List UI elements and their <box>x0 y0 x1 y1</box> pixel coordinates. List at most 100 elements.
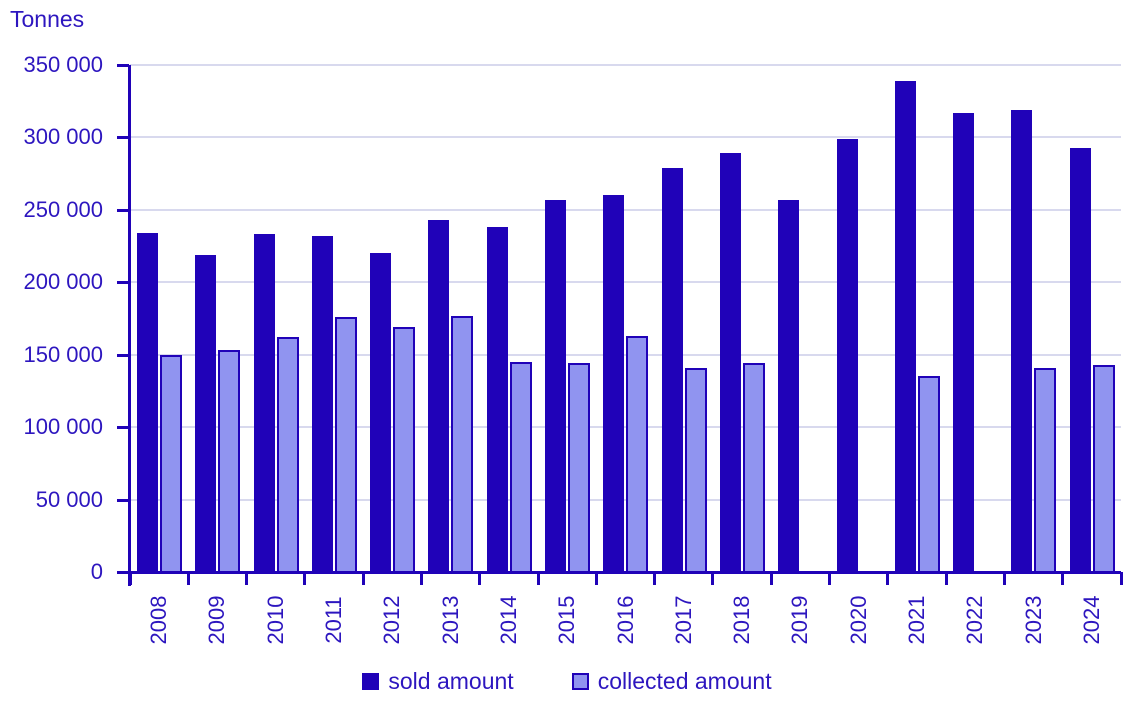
x-tick-label: 2011 <box>321 596 347 644</box>
x-axis-tick <box>128 572 132 585</box>
x-tick-label: 2017 <box>670 595 696 645</box>
legend: sold amount collected amount <box>0 668 1134 695</box>
gridline <box>130 64 1121 66</box>
collected-bar <box>334 317 357 572</box>
collected-bar <box>742 363 765 572</box>
y-axis-tick <box>117 353 129 357</box>
chart-title: Tonnes <box>10 6 85 32</box>
sold-bar <box>486 227 508 572</box>
x-tick-label: 2022 <box>962 595 988 645</box>
sold-bar <box>545 199 567 572</box>
legend-sold-label: sold amount <box>388 668 514 694</box>
x-axis-tick <box>536 572 540 585</box>
x-axis-tick <box>594 572 598 585</box>
x-tick-label: 2019 <box>787 595 813 645</box>
x-axis-tick <box>711 572 715 585</box>
collected-bar <box>684 367 707 572</box>
legend-collected-swatch <box>571 673 589 690</box>
sold-bar <box>719 153 741 572</box>
collected-bar <box>568 363 591 572</box>
y-axis-tick <box>117 64 129 67</box>
collected-bar <box>276 337 299 572</box>
y-axis-tick <box>117 498 129 502</box>
legend-sold-swatch <box>362 673 380 690</box>
sold-bar <box>778 199 800 572</box>
collected-bar <box>451 315 474 572</box>
x-axis-tick <box>361 572 365 585</box>
y-tick-label: 250 000 <box>23 196 103 222</box>
sold-bar <box>253 234 275 572</box>
x-axis-tick <box>478 572 482 585</box>
legend-collected-label: collected amount <box>597 668 772 694</box>
collected-bar <box>1034 367 1057 572</box>
sold-bar <box>894 80 916 572</box>
x-axis <box>127 571 1121 574</box>
sold-bar <box>661 167 683 572</box>
collected-bar <box>509 361 532 572</box>
gridline <box>130 136 1121 139</box>
x-tick-label: 2009 <box>204 595 230 645</box>
x-axis-tick <box>1002 572 1006 585</box>
x-tick-label: 2008 <box>146 595 172 645</box>
x-tick-label: 2021 <box>903 595 929 645</box>
x-axis-tick <box>245 572 249 585</box>
gridline <box>130 353 1121 356</box>
sold-bar <box>1011 109 1033 572</box>
x-tick-label: 2015 <box>554 595 580 645</box>
sold-bar <box>1069 147 1091 572</box>
y-axis-tick <box>117 571 129 574</box>
x-axis-tick <box>1061 572 1065 585</box>
x-tick-label: 2016 <box>612 595 638 645</box>
x-axis-tick <box>769 572 773 585</box>
y-axis-tick <box>117 208 129 212</box>
x-tick-label: 2012 <box>379 595 405 645</box>
sold-bar <box>195 254 217 572</box>
y-tick-label: 0 <box>90 559 103 584</box>
gridline <box>130 426 1121 429</box>
x-axis-tick <box>828 572 832 585</box>
sold-bar <box>370 253 392 572</box>
sold-bar <box>953 112 975 572</box>
x-tick-label: 2023 <box>1020 595 1046 645</box>
collected-bar <box>626 335 649 572</box>
legend-item-sold: sold amount <box>362 668 514 695</box>
y-tick-label: 300 000 <box>23 124 103 150</box>
sold-bar <box>836 138 858 572</box>
gridline <box>130 498 1121 501</box>
collected-bar <box>917 376 940 572</box>
x-axis-tick <box>886 572 890 585</box>
x-tick-label: 2010 <box>262 595 288 645</box>
x-axis-tick <box>944 572 948 585</box>
x-tick-label: 2014 <box>495 595 521 645</box>
x-axis-tick <box>186 572 190 585</box>
y-tick-label: 100 000 <box>23 414 103 440</box>
sold-bar <box>137 233 158 572</box>
y-axis <box>128 65 131 586</box>
gridline <box>130 208 1121 211</box>
y-tick-label: 350 000 <box>23 52 103 77</box>
sold-bar <box>603 195 625 572</box>
x-tick-label: 2018 <box>729 595 755 645</box>
collected-bar <box>393 327 416 572</box>
legend-item-collected: collected amount <box>571 668 772 695</box>
x-tick-label: 2024 <box>1078 595 1104 645</box>
collected-bar <box>160 354 182 572</box>
y-axis-tick <box>117 426 129 430</box>
y-tick-label: 150 000 <box>23 341 103 367</box>
x-tick-label: 2013 <box>437 595 463 645</box>
y-axis-tick <box>117 281 129 285</box>
collected-bar <box>218 350 241 572</box>
x-axis-tick <box>1119 572 1123 585</box>
x-tick-label: 2020 <box>845 595 871 645</box>
x-axis-tick <box>653 572 657 585</box>
y-tick-label: 50 000 <box>35 486 103 512</box>
collected-bar <box>1092 364 1115 572</box>
sold-bar <box>428 219 450 572</box>
gridline <box>130 281 1121 284</box>
y-tick-label: 200 000 <box>23 269 103 295</box>
x-axis-tick <box>419 572 423 585</box>
x-axis-tick <box>303 572 307 585</box>
y-axis-tick <box>117 136 129 140</box>
sold-bar <box>311 235 333 572</box>
